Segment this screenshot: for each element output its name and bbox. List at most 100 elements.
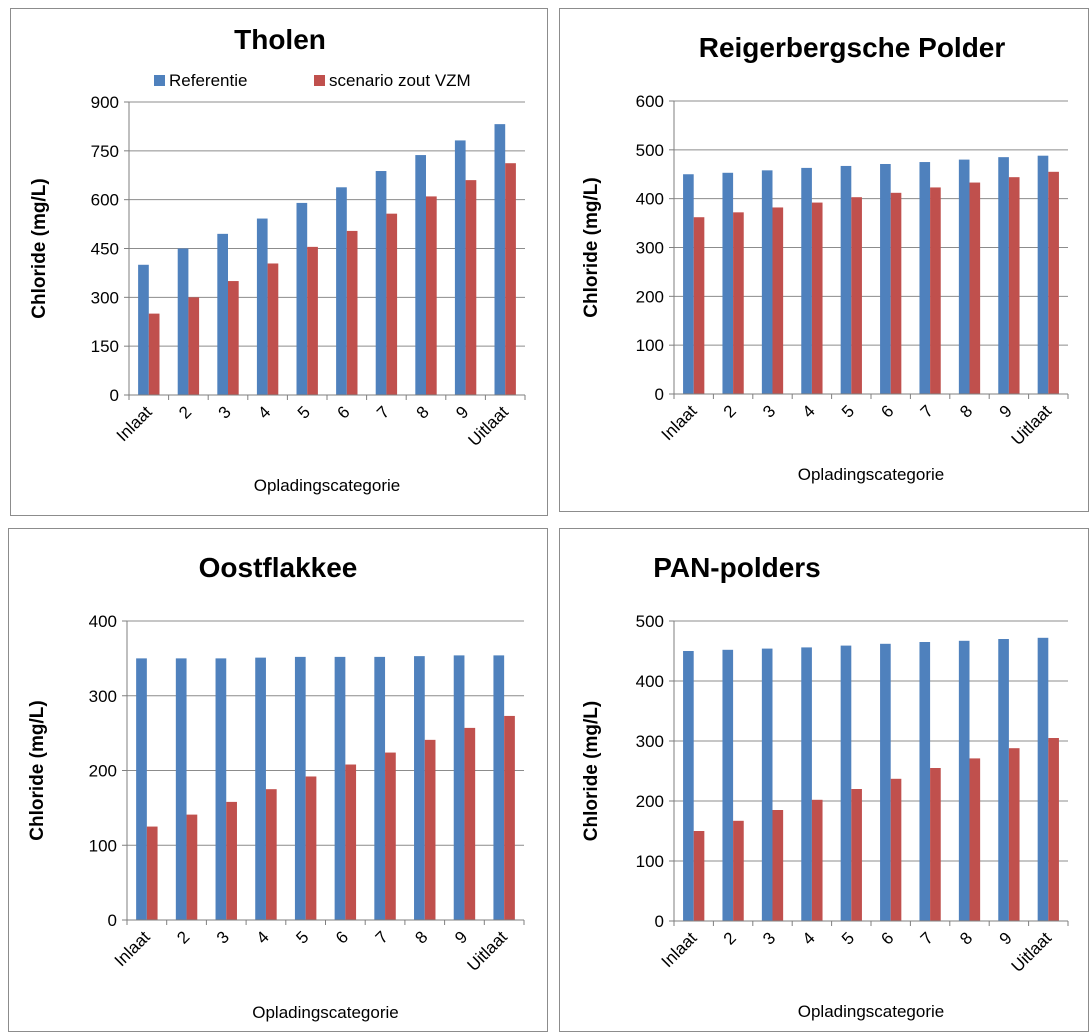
bar-scenario-zout-vzm-9 [464,727,476,920]
x-tick-label: 6 [877,928,897,948]
bar-referentie-4 [255,657,266,920]
bar-referentie-4 [256,218,268,395]
legend-swatch-referentie [154,75,165,86]
bar-scenario-zout-vzm-6 [346,230,358,395]
bar-referentie-3 [217,233,228,395]
bar-referentie-2 [175,658,187,920]
x-tick-label: 5 [838,401,858,421]
bar-scenario-zout-vzm-2 [733,820,744,921]
chart-panel-reigerbergsche-polder: Reigerbergsche Polder 0 100 200 300 400 500 600… [559,8,1089,512]
bar-referentie-inlaat [683,651,694,921]
bar-scenario-zout-vzm-inlaat [146,826,158,920]
bar-referentie-4 [801,167,812,394]
bar-scenario-zout-vzm-6 [345,764,357,920]
bar-referentie-inlaat [136,658,147,920]
x-tick-label: 5 [838,928,858,948]
x-tick-label: 8 [413,402,433,422]
bar-referentie-5 [840,165,852,394]
chart-title: PAN-polders [653,552,821,583]
x-tick-label: 4 [799,928,819,948]
bar-referentie-9 [454,140,466,395]
y-tick-label: 300 [89,687,117,706]
x-axis-title: Opladingscategorie [252,1003,398,1022]
legend-label-scenario-zout-vzm: scenario zout VZM [329,71,471,90]
y-tick-label: 500 [636,141,664,160]
y-axis-title: Chloride (mg/L) [27,700,48,840]
bar-referentie-7 [375,171,387,395]
x-tick-label: 7 [373,402,393,422]
bar-referentie-6 [334,656,346,920]
y-tick-label: 200 [636,287,664,306]
bar-referentie-6 [880,643,891,921]
y-tick-label: 750 [91,142,119,161]
bar-scenario-zout-vzm-4 [811,202,823,394]
bar-referentie-8 [958,640,970,921]
x-tick-label: Uitlaat [463,927,511,975]
x-tick-label: 9 [452,402,472,422]
y-tick-label: 500 [636,612,664,631]
x-tick-label: 8 [956,928,976,948]
y-tick-label: 100 [636,852,664,871]
bar-referentie-2 [722,172,734,394]
bar-referentie-9 [998,157,1009,394]
y-tick-label: 150 [91,337,119,356]
bar-referentie-uitlaat [494,124,506,395]
bar-scenario-zout-vzm-7 [385,752,396,920]
x-tick-label: 5 [292,927,312,947]
bar-scenario-zout-vzm-4 [265,789,277,920]
bar-referentie-7 [374,656,386,920]
bar-scenario-zout-vzm-2 [188,297,200,395]
bar-scenario-zout-vzm-5 [305,776,317,920]
bar-referentie-8 [414,656,425,920]
bar-referentie-uitlaat [493,655,505,920]
y-axis-title: Chloride (mg/L) [29,178,50,318]
y-tick-label: 0 [110,386,119,405]
x-tick-label: Uitlaat [1008,928,1056,976]
bar-referentie-3 [761,648,773,921]
bar-referentie-3 [761,170,773,394]
legend-swatch-scenario-zout-vzm [314,75,325,86]
bar-referentie-2 [177,248,189,395]
x-tick-label: 6 [332,927,352,947]
x-tick-label: 2 [720,928,740,948]
y-tick-label: 200 [89,762,117,781]
chart-title: Oostflakkee [199,552,358,583]
x-tick-label: 6 [877,401,897,421]
bar-scenario-zout-vzm-3 [228,281,239,395]
x-tick-label: 7 [372,927,392,947]
x-tick-label: 6 [333,402,353,422]
bar-scenario-zout-vzm-7 [930,187,941,394]
x-tick-label: 8 [956,401,976,421]
bar-referentie-5 [840,645,852,921]
bar-scenario-zout-vzm-6 [890,778,902,921]
bar-scenario-zout-vzm-6 [890,192,902,394]
chart-title: Tholen [234,24,326,55]
bar-chart-oostflakkee: Oostflakkee 0 100 200 300 400 Inlaat 2 3 4 5 6 7 8 9Ui… [27,552,525,1022]
y-tick-label: 400 [89,612,117,631]
y-tick-label: 0 [108,911,117,930]
bar-referentie-4 [801,647,812,921]
bar-scenario-zout-vzm-5 [307,246,318,395]
x-tick-label: Inlaat [658,928,701,971]
bar-referentie-3 [215,658,227,920]
bar-referentie-6 [336,187,347,395]
bar-scenario-zout-vzm-9 [465,180,477,395]
legend-label-referentie: Referentie [169,71,247,90]
bar-scenario-zout-vzm-inlaat [693,831,705,921]
y-axis-title: Chloride (mg/L) [581,177,602,317]
chart-panel-pan-polders: PAN-polders 0 100 200 300 400 500 Inlaat 2 3 4 5 6 7 8… [559,528,1089,1032]
bar-chart-reigerbergsche-polder: Reigerbergsche Polder 0 100 200 300 400 500 600… [581,32,1069,484]
x-tick-label: 8 [411,927,431,947]
bar-scenario-zout-vzm-8 [424,739,436,920]
x-tick-label: Uitlaat [465,402,513,450]
y-tick-label: 0 [655,912,664,931]
x-tick-label: 3 [213,927,233,947]
bar-referentie-8 [958,159,970,394]
x-tick-label: Inlaat [658,401,701,444]
x-tick-label: 9 [451,927,471,947]
bar-scenario-zout-vzm-2 [186,814,198,920]
bar-referentie-9 [453,655,465,920]
bar-referentie-2 [722,649,734,921]
bar-chart-pan-polders: PAN-polders 0 100 200 300 400 500 Inlaat 2 3 4 5 6 7 8… [581,552,1069,1021]
bar-scenario-zout-vzm-7 [386,213,398,395]
